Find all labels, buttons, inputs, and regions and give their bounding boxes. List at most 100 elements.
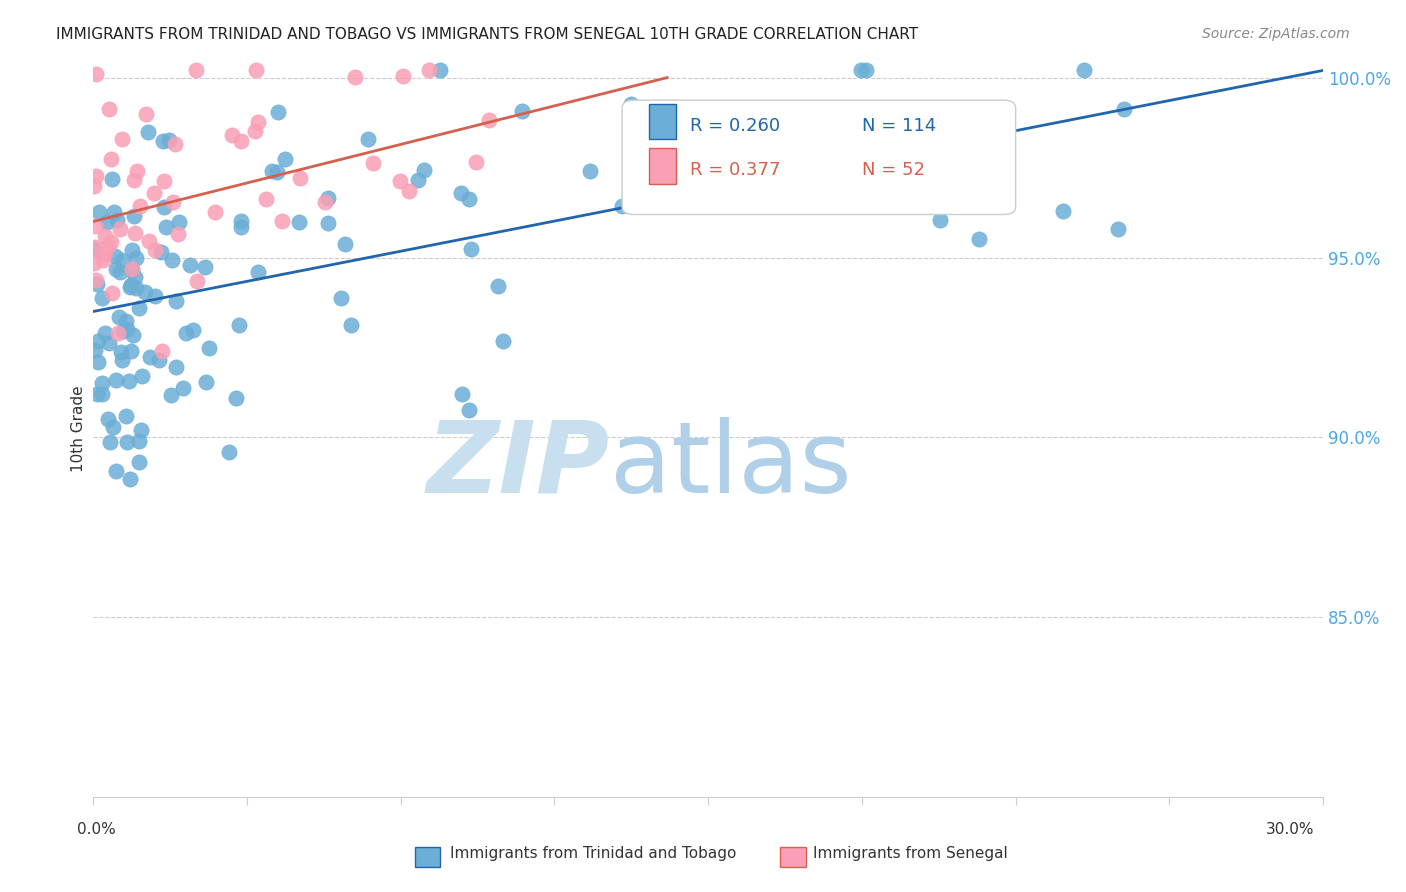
Point: [84, 169, 107, 183]
Point: [86, 387, 108, 401]
Point: [135, 107, 157, 121]
Point: [103, 204, 125, 219]
Point: [153, 174, 176, 188]
Point: [94, 326, 117, 341]
Point: [172, 381, 194, 395]
Text: ZIP: ZIP: [427, 417, 610, 514]
Point: [83, 219, 105, 233]
Point: [83, 178, 105, 193]
Point: [162, 194, 184, 209]
Point: [288, 171, 311, 186]
Point: [808, 126, 831, 140]
Point: [160, 387, 183, 401]
Point: [120, 279, 142, 293]
Point: [260, 163, 283, 178]
Point: [115, 322, 138, 336]
Point: [1052, 204, 1074, 219]
Point: [82, 242, 104, 256]
Point: [392, 69, 415, 83]
Point: [101, 420, 124, 434]
Point: [107, 326, 129, 340]
Point: [128, 301, 150, 315]
Text: Source: ZipAtlas.com: Source: ZipAtlas.com: [1202, 27, 1350, 41]
Point: [104, 249, 127, 263]
Point: [138, 234, 160, 248]
Point: [1107, 222, 1129, 236]
Text: R = 0.377: R = 0.377: [690, 161, 780, 179]
Point: [129, 424, 152, 438]
Point: [153, 200, 176, 214]
Point: [101, 171, 124, 186]
Point: [125, 251, 148, 265]
Point: [179, 258, 201, 272]
Point: [167, 227, 190, 241]
Point: [104, 373, 127, 387]
Point: [87, 334, 110, 348]
Point: [429, 63, 451, 78]
Point: [120, 472, 142, 486]
Point: [929, 213, 952, 227]
Point: [138, 124, 160, 138]
Point: [1073, 63, 1095, 78]
Point: [86, 273, 108, 287]
Point: [84, 67, 107, 81]
Point: [105, 464, 128, 478]
Point: [967, 232, 990, 246]
Point: [339, 318, 361, 333]
Point: [150, 245, 173, 260]
Point: [246, 265, 269, 279]
Point: [579, 164, 602, 178]
Point: [221, 128, 243, 142]
Point: [105, 212, 128, 227]
Point: [184, 63, 207, 78]
Point: [143, 244, 166, 258]
Point: [150, 344, 173, 359]
Point: [363, 156, 385, 170]
Point: [86, 277, 108, 291]
Point: [225, 391, 247, 405]
Point: [316, 191, 339, 205]
Point: [357, 132, 380, 146]
Point: [229, 213, 252, 227]
Bar: [650, 148, 676, 184]
Point: [91, 291, 114, 305]
Point: [418, 63, 440, 78]
Point: [270, 213, 292, 227]
Point: [288, 214, 311, 228]
Point: [343, 70, 366, 85]
Point: [451, 387, 474, 401]
Point: [108, 222, 131, 236]
Point: [458, 403, 481, 417]
Point: [413, 163, 436, 178]
Y-axis label: 10th Grade: 10th Grade: [72, 385, 86, 472]
Point: [218, 445, 240, 459]
Point: [83, 239, 105, 253]
Bar: [650, 103, 676, 139]
Point: [97, 412, 120, 426]
Point: [125, 280, 148, 294]
Point: [128, 199, 150, 213]
Point: [124, 269, 146, 284]
Point: [108, 265, 131, 279]
Point: [266, 105, 288, 120]
Point: [124, 226, 146, 240]
Point: [174, 326, 197, 340]
Point: [152, 134, 174, 148]
Text: Immigrants from Senegal: Immigrants from Senegal: [813, 847, 1008, 861]
Point: [195, 375, 218, 389]
Point: [148, 353, 170, 368]
Point: [121, 263, 143, 277]
Point: [465, 155, 488, 169]
Point: [160, 252, 183, 267]
Point: [333, 236, 356, 251]
Point: [91, 387, 114, 401]
Point: [122, 210, 145, 224]
Point: [87, 354, 110, 368]
Point: [111, 324, 134, 338]
Point: [620, 97, 643, 112]
Point: [117, 434, 139, 449]
Point: [90, 376, 112, 390]
Point: [478, 113, 501, 128]
Point: [198, 341, 221, 355]
Point: [98, 435, 121, 450]
